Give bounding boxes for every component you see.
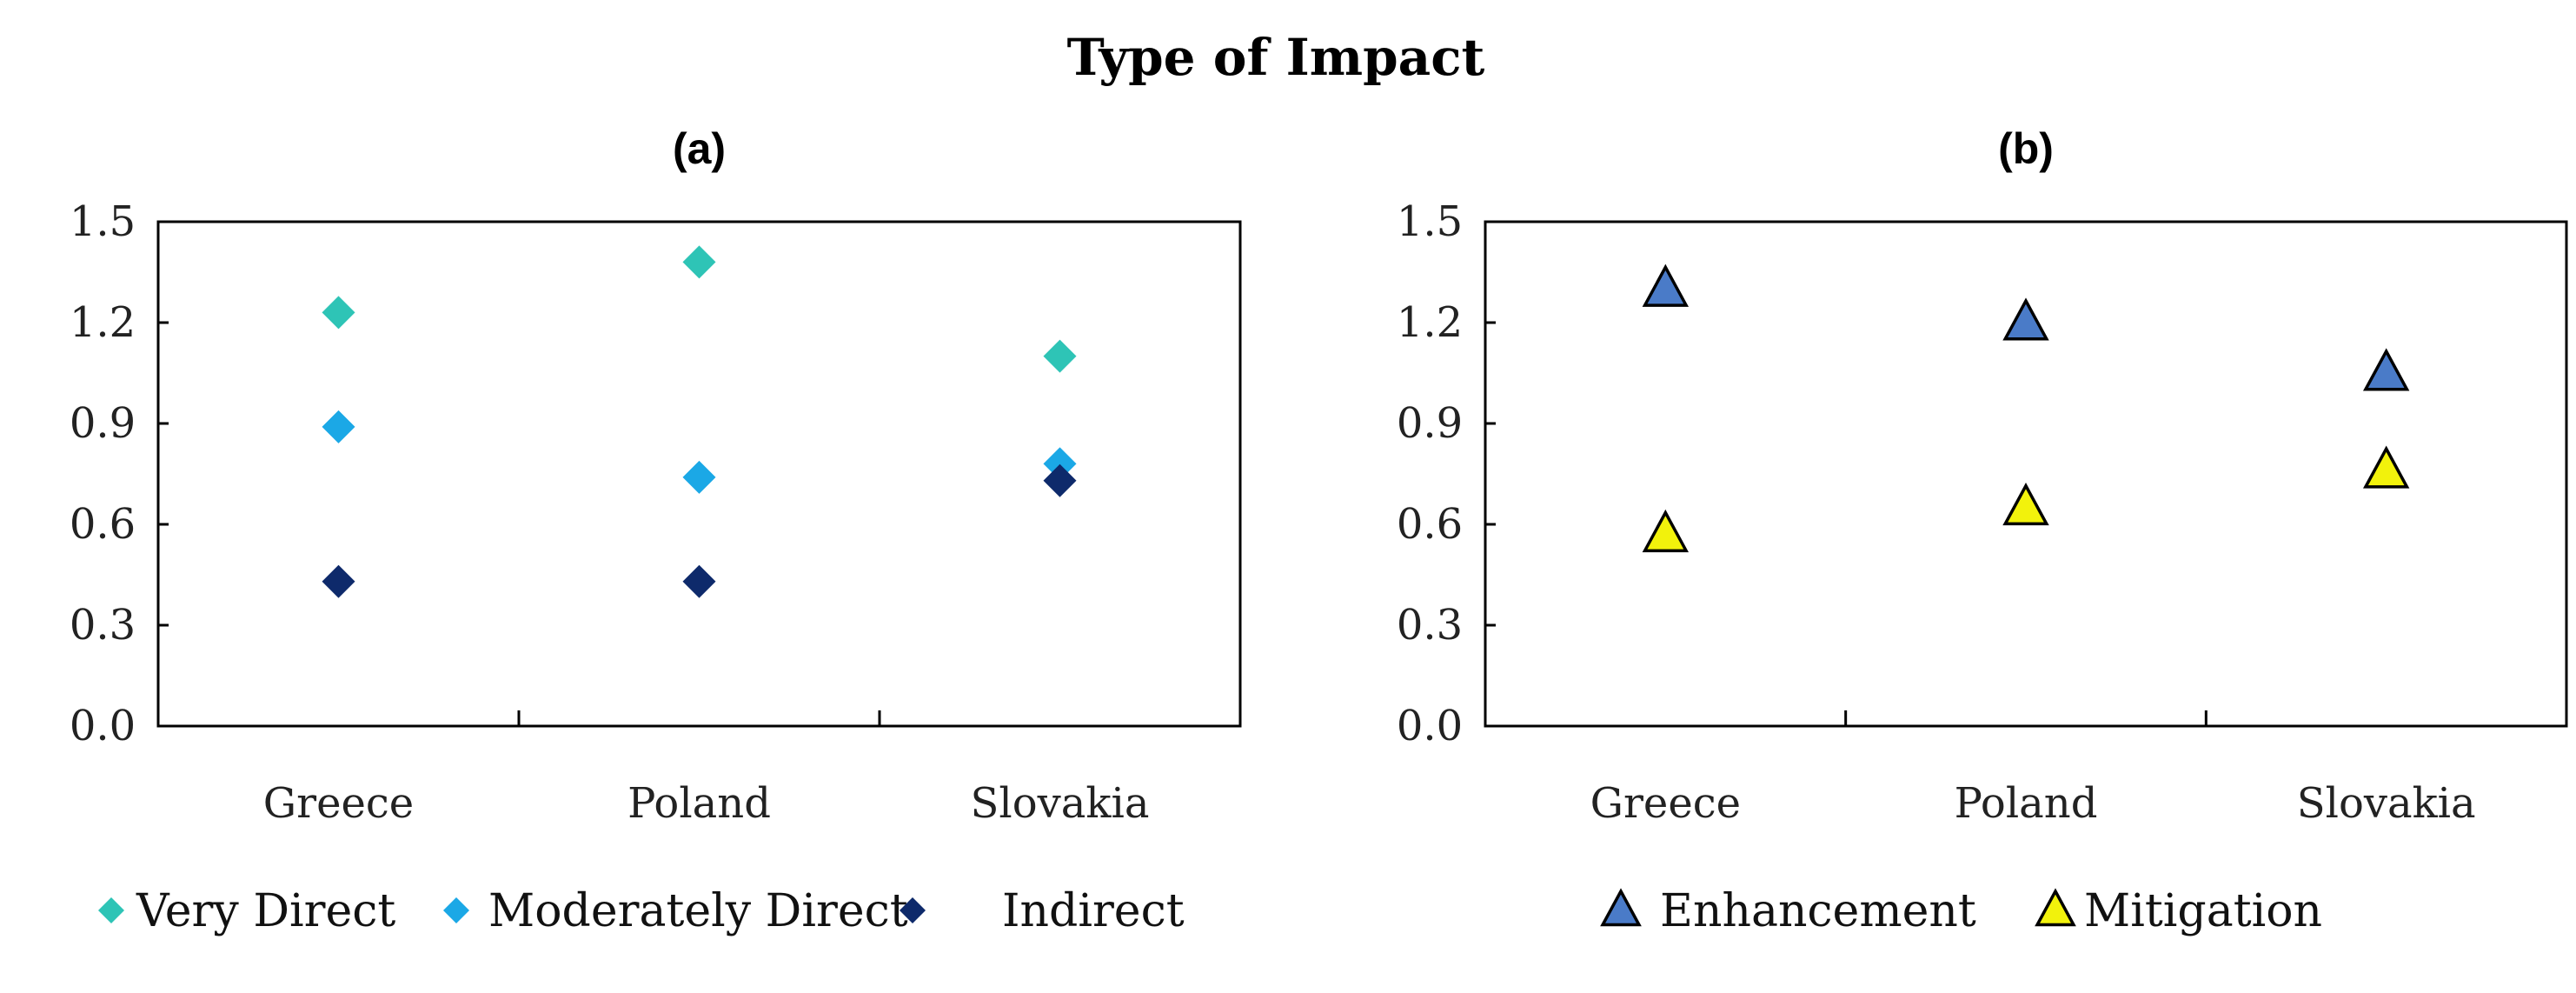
point-moderately-direct-slovakia <box>1043 447 1077 481</box>
point-mitigation-poland <box>2002 482 2049 526</box>
legend-label: Mitigation <box>2084 885 2322 937</box>
point-enhancement-poland <box>2002 297 2049 341</box>
point-very-direct-poland <box>682 245 716 279</box>
y-tick-label: 1.5 <box>1397 197 1463 246</box>
y-tick-label: 0.6 <box>1397 500 1463 549</box>
series-indirect <box>322 463 1077 598</box>
y-tick-label: 0.0 <box>1397 702 1463 750</box>
legend-marker-enhancement <box>1600 888 1642 927</box>
point-moderately-direct-poland <box>682 460 716 494</box>
y-tick-label: 1.2 <box>1397 298 1463 347</box>
legend-marker-indirect <box>900 897 926 923</box>
legend-marker-very-direct <box>98 897 124 923</box>
x-category-label: Poland <box>1955 779 2098 828</box>
point-mitigation-greece <box>1642 509 1690 553</box>
point-moderately-direct-greece <box>322 410 355 443</box>
legend-label: Enhancement <box>1660 885 1976 937</box>
point-enhancement-slovakia <box>2362 348 2410 391</box>
series-moderately-direct <box>322 410 1077 494</box>
x-category-label: Greece <box>263 779 414 828</box>
y-tick-label: 0.9 <box>70 399 136 448</box>
x-category-label: Slovakia <box>971 779 1150 828</box>
plot-frame <box>1484 220 2568 728</box>
y-tick-label: 1.5 <box>70 197 136 246</box>
panel-label: (b) <box>1998 124 2054 173</box>
panel-a: (a) 0.0 0.3 0.6 0.9 1.2 1.5 Greece Poland Slovaki… <box>70 124 1242 937</box>
y-tick-label: 0.0 <box>70 702 136 750</box>
legend-item-mitigation: Mitigation <box>2035 885 2322 937</box>
series-mitigation <box>1642 445 2410 553</box>
x-category-label: Poland <box>627 779 771 828</box>
legend-item-moderately-direct: Moderately Direct <box>443 885 908 937</box>
series-very-direct <box>322 245 1077 373</box>
legend-label: Moderately Direct <box>488 885 908 937</box>
series-enhancement <box>1642 263 2410 391</box>
point-indirect-slovakia <box>1043 463 1077 497</box>
legend-label: Indirect <box>1002 885 1185 937</box>
y-tick-label: 0.3 <box>70 601 136 650</box>
point-indirect-poland <box>682 564 716 598</box>
legend-item-very-direct: Very Direct <box>98 885 395 937</box>
x-category-label: Slovakia <box>2297 779 2476 828</box>
x-category-label: Greece <box>1590 779 1741 828</box>
point-very-direct-slovakia <box>1043 339 1077 373</box>
legend-label: Very Direct <box>136 885 395 937</box>
legend-item-indirect: Indirect <box>900 885 1185 937</box>
y-tick-label: 0.9 <box>1397 399 1463 448</box>
chart-title: Type of Impact <box>1067 28 1485 87</box>
point-enhancement-greece <box>1642 263 1690 307</box>
plot-frame <box>156 220 1242 728</box>
panel-b: (b) 0.0 0.3 0.6 0.9 1.2 1.5 Greece Poland Slovaki… <box>1397 124 2568 937</box>
panel-label: (a) <box>673 124 726 173</box>
legend-item-enhancement: Enhancement <box>1600 885 1976 937</box>
point-very-direct-greece <box>322 296 355 330</box>
point-indirect-greece <box>322 564 355 598</box>
legend-marker-mitigation <box>2035 888 2076 927</box>
legend-marker-moderately-direct <box>443 897 469 923</box>
y-tick-label: 0.6 <box>70 500 136 549</box>
y-tick-label: 1.2 <box>70 298 136 347</box>
point-mitigation-slovakia <box>2362 445 2410 489</box>
y-tick-label: 0.3 <box>1397 601 1463 650</box>
